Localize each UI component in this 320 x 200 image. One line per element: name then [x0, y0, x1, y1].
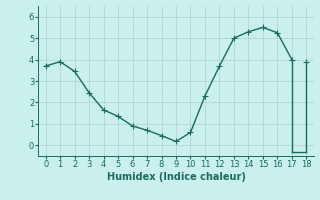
X-axis label: Humidex (Indice chaleur): Humidex (Indice chaleur): [107, 172, 245, 182]
